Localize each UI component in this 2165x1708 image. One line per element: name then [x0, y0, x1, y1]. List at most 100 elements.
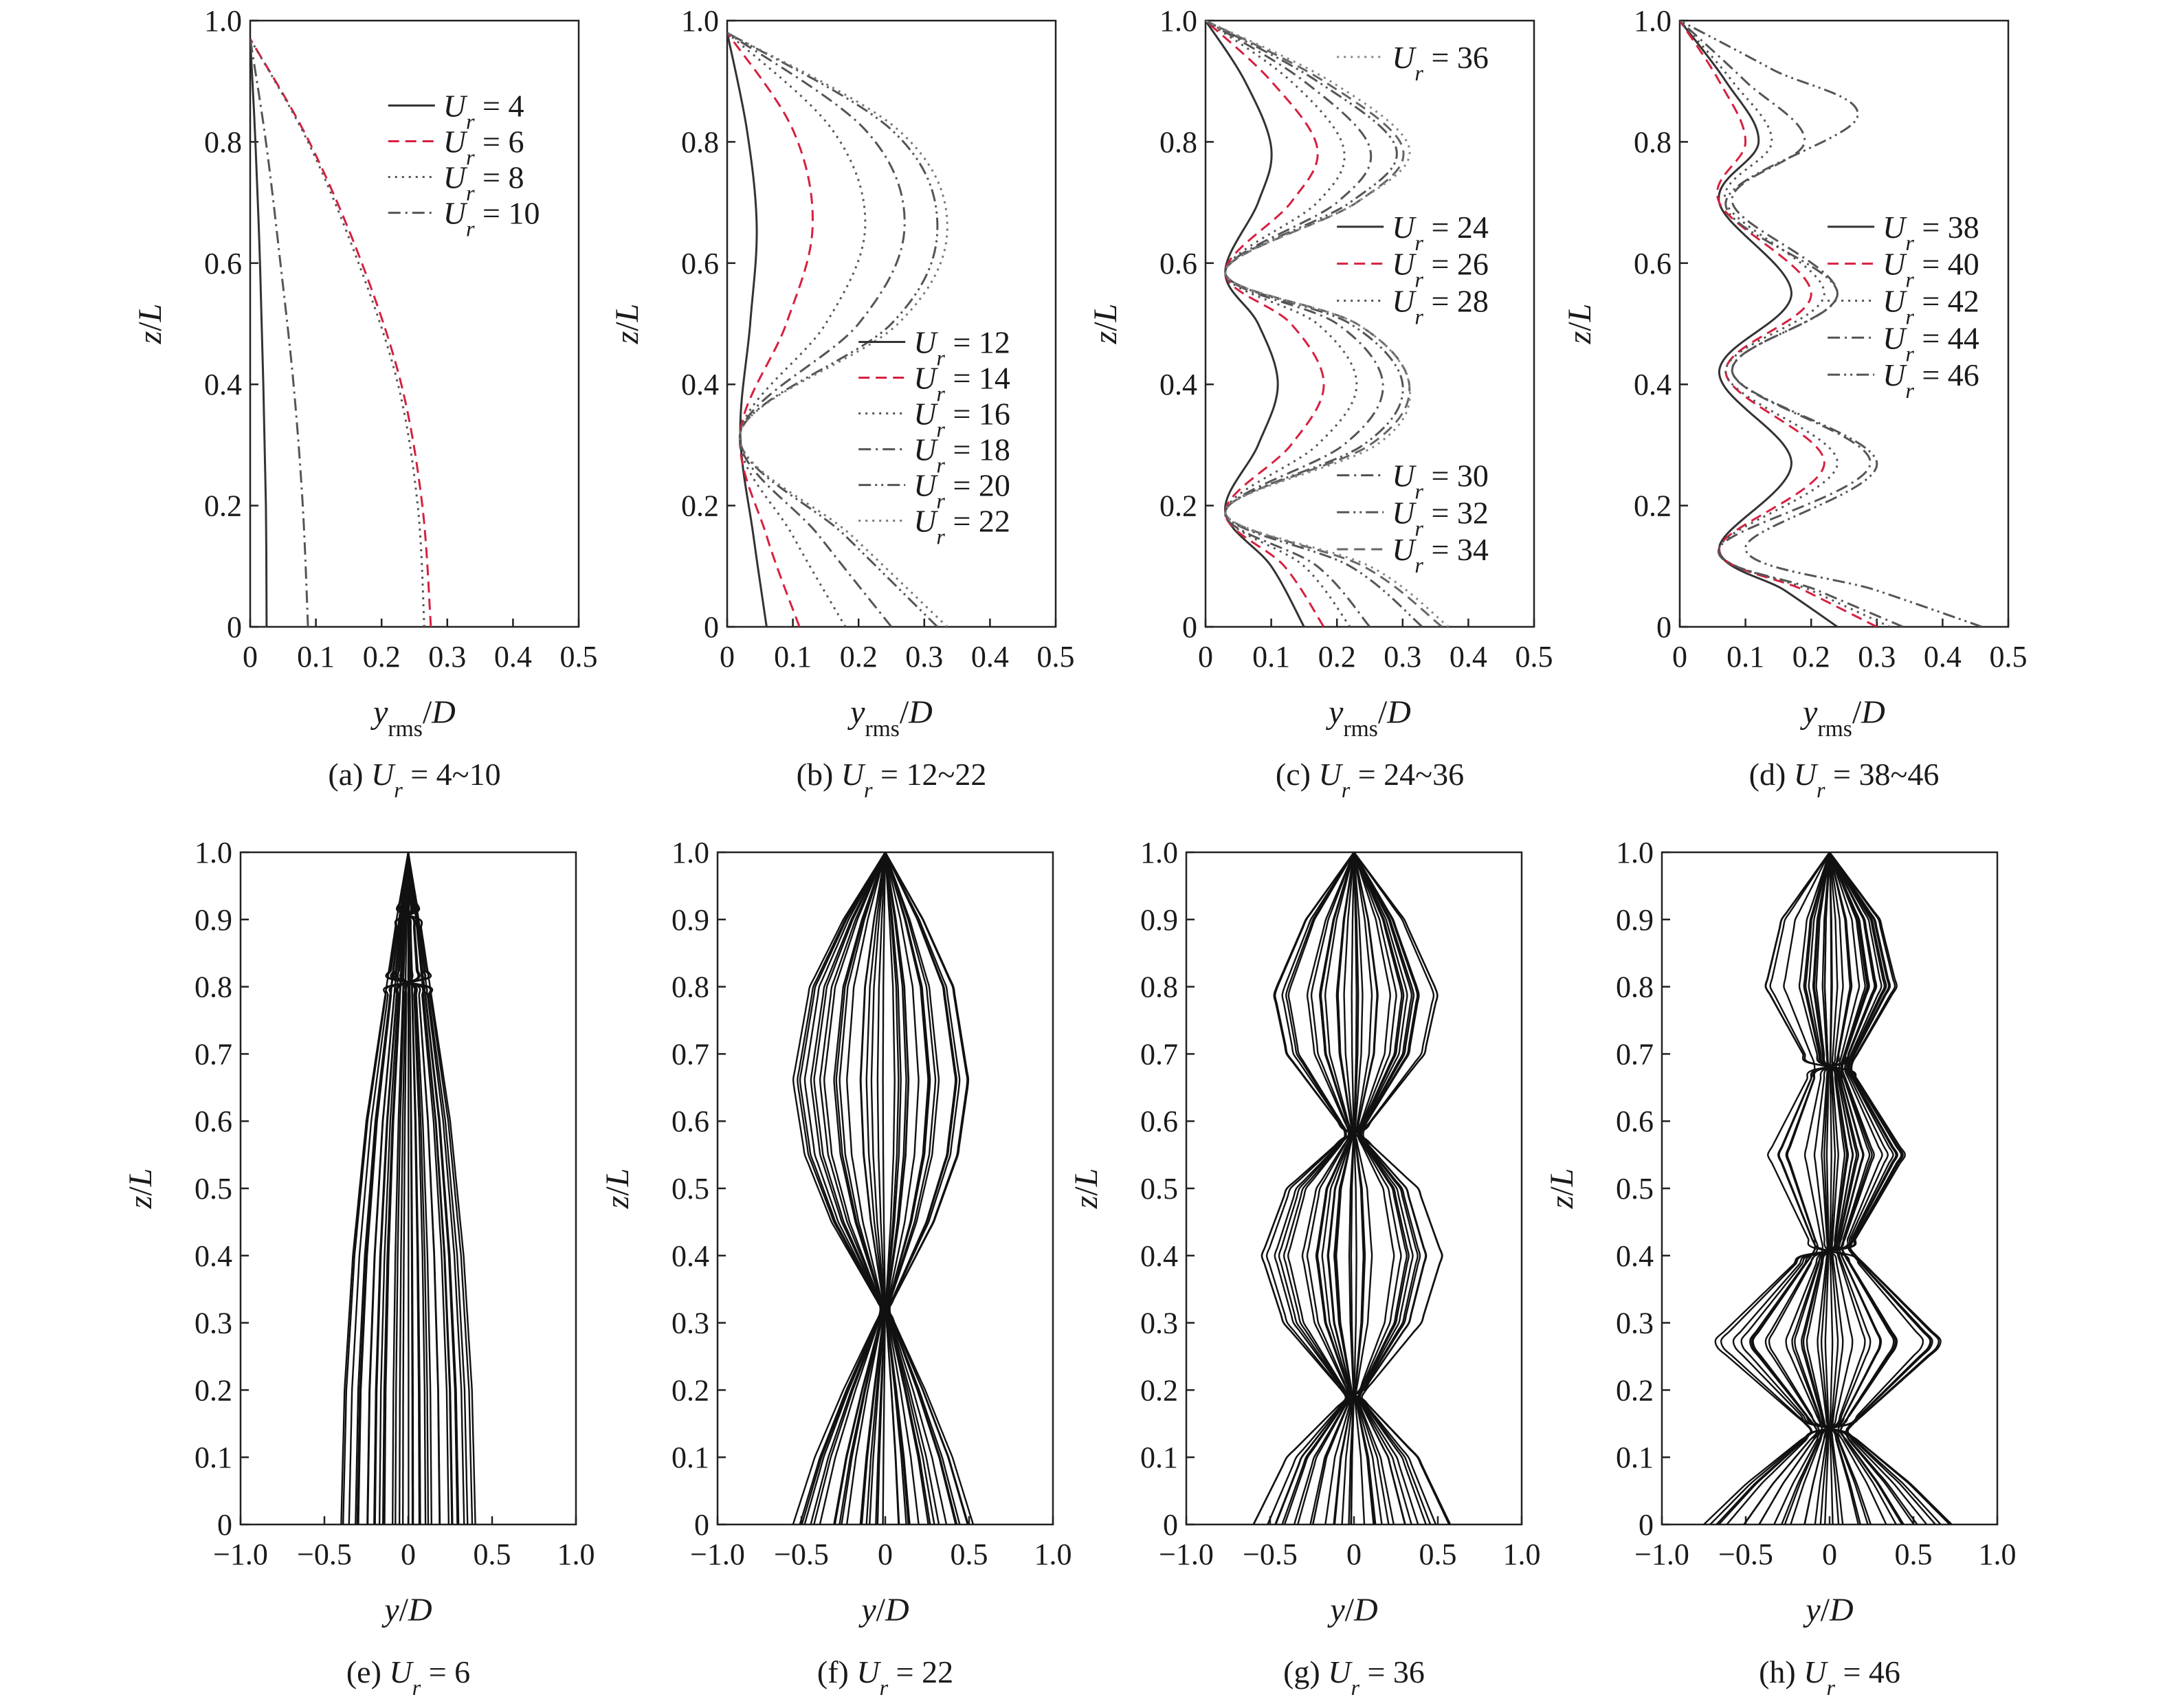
y-tick-label: 0: [1656, 610, 1672, 644]
snapshot-line: [1802, 852, 1859, 1524]
legend-entry: Ur = 28: [1392, 283, 1489, 329]
legend-entry: Ur = 20: [913, 468, 1010, 513]
x-tick-label: 0: [1822, 1538, 1837, 1571]
y-tick-label: 0.7: [1140, 1037, 1178, 1071]
snapshot-line: [799, 852, 887, 1524]
snapshot-line: [797, 852, 975, 1524]
y-tick-label: 0.4: [1159, 368, 1197, 401]
x-tick-label: 0.5: [560, 640, 598, 674]
x-tick-label: 0.1: [297, 640, 335, 674]
panel-caption: (e) Ur = 6: [346, 1654, 470, 1700]
x-tick-label: 0.3: [428, 640, 466, 674]
y-tick-label: 0.2: [195, 1373, 232, 1407]
y-tick-label: 0.3: [671, 1307, 709, 1340]
y-axis-label: z/L: [1544, 1168, 1580, 1210]
y-tick-label: 0.8: [204, 125, 242, 159]
y-tick-label: 0.5: [195, 1172, 232, 1206]
x-tick-label: 0: [401, 1538, 416, 1571]
panel-b: 0 0.1 0.2 0.3 0.4 0.5 0 0.2 0.4 0.6 0.8 1.0 yrms/D z/…: [609, 4, 1075, 802]
x-tick-label: 0.5: [1419, 1538, 1457, 1571]
plot-frame: [1185, 851, 1523, 1526]
y-tick-label: 0.6: [195, 1105, 232, 1138]
y-tick-label: 0.9: [1140, 903, 1178, 937]
y-tick-label: 0.6: [681, 247, 719, 280]
snapshot-line: [1278, 852, 1437, 1524]
y-tick-label: 0.6: [204, 247, 242, 280]
snapshot-line: [1316, 852, 1395, 1524]
legend-entry: Ur = 10: [443, 196, 540, 241]
x-tick-label: 0.3: [1384, 640, 1421, 674]
y-tick-label: 0.8: [681, 125, 719, 159]
y-tick-label: 0.3: [195, 1307, 232, 1340]
y-tick-label: 0.7: [195, 1037, 232, 1071]
snapshot-line: [884, 852, 958, 1524]
series-line-34: [1206, 21, 1443, 627]
y-axis-label: z/L: [122, 1168, 159, 1210]
series-line-18: [727, 32, 906, 627]
plot-area: [250, 38, 432, 627]
snapshot-line: [1781, 852, 1860, 1524]
series-line-10: [250, 38, 309, 627]
panel-c: 0 0.1 0.2 0.3 0.4 0.5 0 0.2 0.4 0.6 0.8 1.0 yrms/D z/…: [1087, 4, 1553, 802]
y-tick-label: 0.6: [1159, 247, 1197, 280]
legend-entry: Ur = 38: [1883, 210, 1979, 255]
y-tick-label: 1.0: [681, 4, 719, 38]
y-tick-label: 1.0: [1616, 836, 1654, 869]
series-line-38: [1680, 21, 1839, 627]
y-tick-label: 1.0: [204, 4, 242, 38]
panel-caption: (a) Ur = 4~10: [328, 757, 500, 802]
x-tick-label: 0.5: [1990, 640, 2028, 674]
series-line-16: [727, 32, 867, 627]
snapshot-line: [813, 852, 887, 1524]
panel-d: 0 0.1 0.2 0.3 0.4 0.5 0 0.2 0.4 0.6 0.8 1.0 yrms/D z/…: [1562, 4, 2028, 802]
x-tick-label: 0: [878, 1538, 893, 1571]
snapshot-line: [1798, 852, 1887, 1524]
snapshot-line: [884, 852, 929, 1524]
snapshot-line: [1749, 852, 1918, 1524]
snapshot-line: [884, 852, 968, 1524]
panel-f: −1.0 −0.5 0 0.5 1.0 0 0.1 0.2 0.3 0.4 0.5 0.6 0.7 0.8…: [599, 836, 1072, 1700]
x-tick-label: 0.5: [1516, 640, 1553, 674]
snapshot-line: [882, 852, 887, 1524]
snapshot-line: [392, 852, 453, 1524]
snapshot-line: [399, 852, 432, 1524]
legend-entry: Ur = 14: [913, 360, 1010, 406]
snapshot-line: [792, 852, 887, 1524]
snapshot-line: [1353, 852, 1419, 1524]
y-axis-label: z/L: [132, 304, 168, 345]
snapshot-line: [819, 852, 887, 1524]
x-tick-label: 0.4: [971, 640, 1009, 674]
snapshot-line: [860, 852, 911, 1524]
snapshot-line: [834, 852, 937, 1524]
y-tick-label: 0.4: [671, 1239, 709, 1273]
snapshot-line: [1310, 852, 1406, 1524]
series-line-24: [1206, 21, 1305, 627]
snapshot-line: [390, 852, 460, 1524]
snapshot-line: [1283, 852, 1432, 1524]
y-tick-label: 0.2: [681, 489, 719, 523]
series-line-12: [727, 32, 768, 627]
snapshot-line: [869, 852, 902, 1524]
series-line-30: [1206, 21, 1384, 627]
legend-entry: Ur = 4: [443, 88, 524, 133]
series-line-14: [727, 32, 814, 627]
plot-area: [340, 852, 476, 1524]
snapshot-line: [1293, 852, 1410, 1524]
y-tick-label: 0.9: [1616, 903, 1654, 937]
panel-a: 0 0.1 0.2 0.3 0.4 0.5 0 0.2 0.4 0.6 0.8 1.0 yrms/D z/…: [132, 4, 598, 802]
snapshot-line: [397, 852, 441, 1524]
series-line-26: [1206, 21, 1325, 627]
snapshot-line: [407, 852, 458, 1524]
snapshot-line: [1267, 852, 1355, 1524]
x-tick-label: −0.5: [297, 1538, 352, 1571]
x-axis-label: yrms/D: [1799, 694, 1885, 742]
snapshot-line: [1353, 852, 1412, 1524]
x-tick-label: 0.2: [363, 640, 401, 674]
plot-area: [1206, 21, 1450, 627]
x-axis-label: y/D: [1802, 1592, 1853, 1628]
x-tick-label: −0.5: [1718, 1538, 1773, 1571]
panel-caption: (d) Ur = 38~46: [1749, 757, 1940, 802]
legend-entry: Ur = 36: [1392, 40, 1489, 85]
x-axis-label: yrms/D: [1325, 694, 1411, 742]
